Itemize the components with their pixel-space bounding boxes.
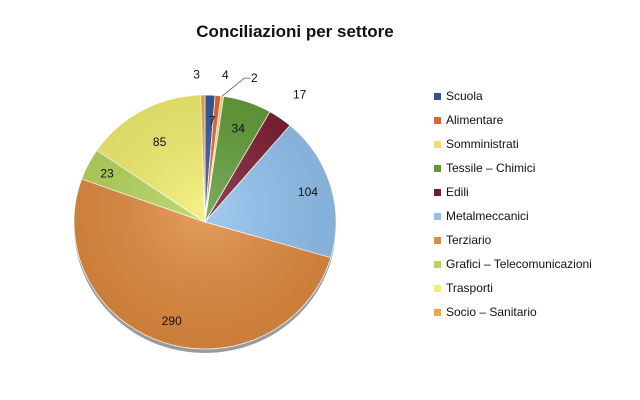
leader-line-somministrati bbox=[222, 77, 251, 97]
data-label-somministrati: 2 bbox=[251, 71, 258, 85]
data-label-scuola: 7 bbox=[209, 113, 216, 127]
legend-swatch bbox=[434, 116, 441, 124]
legend-item-trasporti: Trasporti bbox=[434, 276, 634, 300]
pie-data-labels: 7 4 2 34 17 104 290 23 85 3 bbox=[100, 67, 318, 328]
legend-swatch bbox=[434, 308, 441, 316]
data-label-alimentare: 4 bbox=[222, 68, 229, 82]
data-label-socio-sanitario: 3 bbox=[193, 67, 200, 81]
legend-item-terziario: Terziario bbox=[434, 228, 634, 252]
legend-item-socio-sanitario: Socio – Sanitario bbox=[434, 300, 634, 324]
legend-swatch bbox=[434, 188, 441, 196]
legend-item-alimentare: Alimentare bbox=[434, 108, 634, 132]
legend-label: Somministrati bbox=[446, 137, 519, 151]
legend-label: Metalmeccanici bbox=[446, 209, 529, 223]
legend-swatch bbox=[434, 236, 441, 244]
legend-label: Grafici – Telecomunicazioni bbox=[446, 257, 592, 271]
legend-item-metalmeccanici: Metalmeccanici bbox=[434, 204, 634, 228]
legend-swatch bbox=[434, 140, 441, 148]
legend-item-somministrati: Somministrati bbox=[434, 132, 634, 156]
legend-item-tessile-chimici: Tessile – Chimici bbox=[434, 156, 634, 180]
data-label-trasporti: 85 bbox=[153, 135, 167, 149]
legend-item-edili: Edili bbox=[434, 180, 634, 204]
legend-label: Tessile – Chimici bbox=[446, 161, 536, 175]
legend: Scuola Alimentare Somministrati Tessile – C… bbox=[434, 84, 634, 324]
legend-label: Socio – Sanitario bbox=[446, 305, 537, 319]
legend-label: Scuola bbox=[446, 89, 483, 103]
data-label-terziario: 290 bbox=[162, 314, 182, 328]
legend-label: Trasporti bbox=[446, 281, 493, 295]
chart-title: Conciliazioni per settore bbox=[196, 22, 394, 41]
legend-label: Terziario bbox=[446, 233, 492, 247]
data-label-edili: 17 bbox=[293, 88, 307, 102]
legend-label: Alimentare bbox=[446, 113, 504, 127]
data-label-metalmeccanici: 104 bbox=[298, 185, 318, 199]
pie-slices bbox=[73, 94, 337, 350]
data-label-tessile-chimici: 34 bbox=[232, 121, 246, 135]
legend-swatch bbox=[434, 92, 441, 100]
legend-swatch bbox=[434, 164, 441, 172]
legend-swatch bbox=[434, 260, 441, 268]
legend-label: Edili bbox=[446, 185, 469, 199]
legend-item-grafici-telecomunicazioni: Grafici – Telecomunicazioni bbox=[434, 252, 634, 276]
legend-item-scuola: Scuola bbox=[434, 84, 634, 108]
data-label-grafici-telecomunicazioni: 23 bbox=[100, 166, 114, 180]
legend-swatch bbox=[434, 284, 441, 292]
legend-swatch bbox=[434, 212, 441, 220]
